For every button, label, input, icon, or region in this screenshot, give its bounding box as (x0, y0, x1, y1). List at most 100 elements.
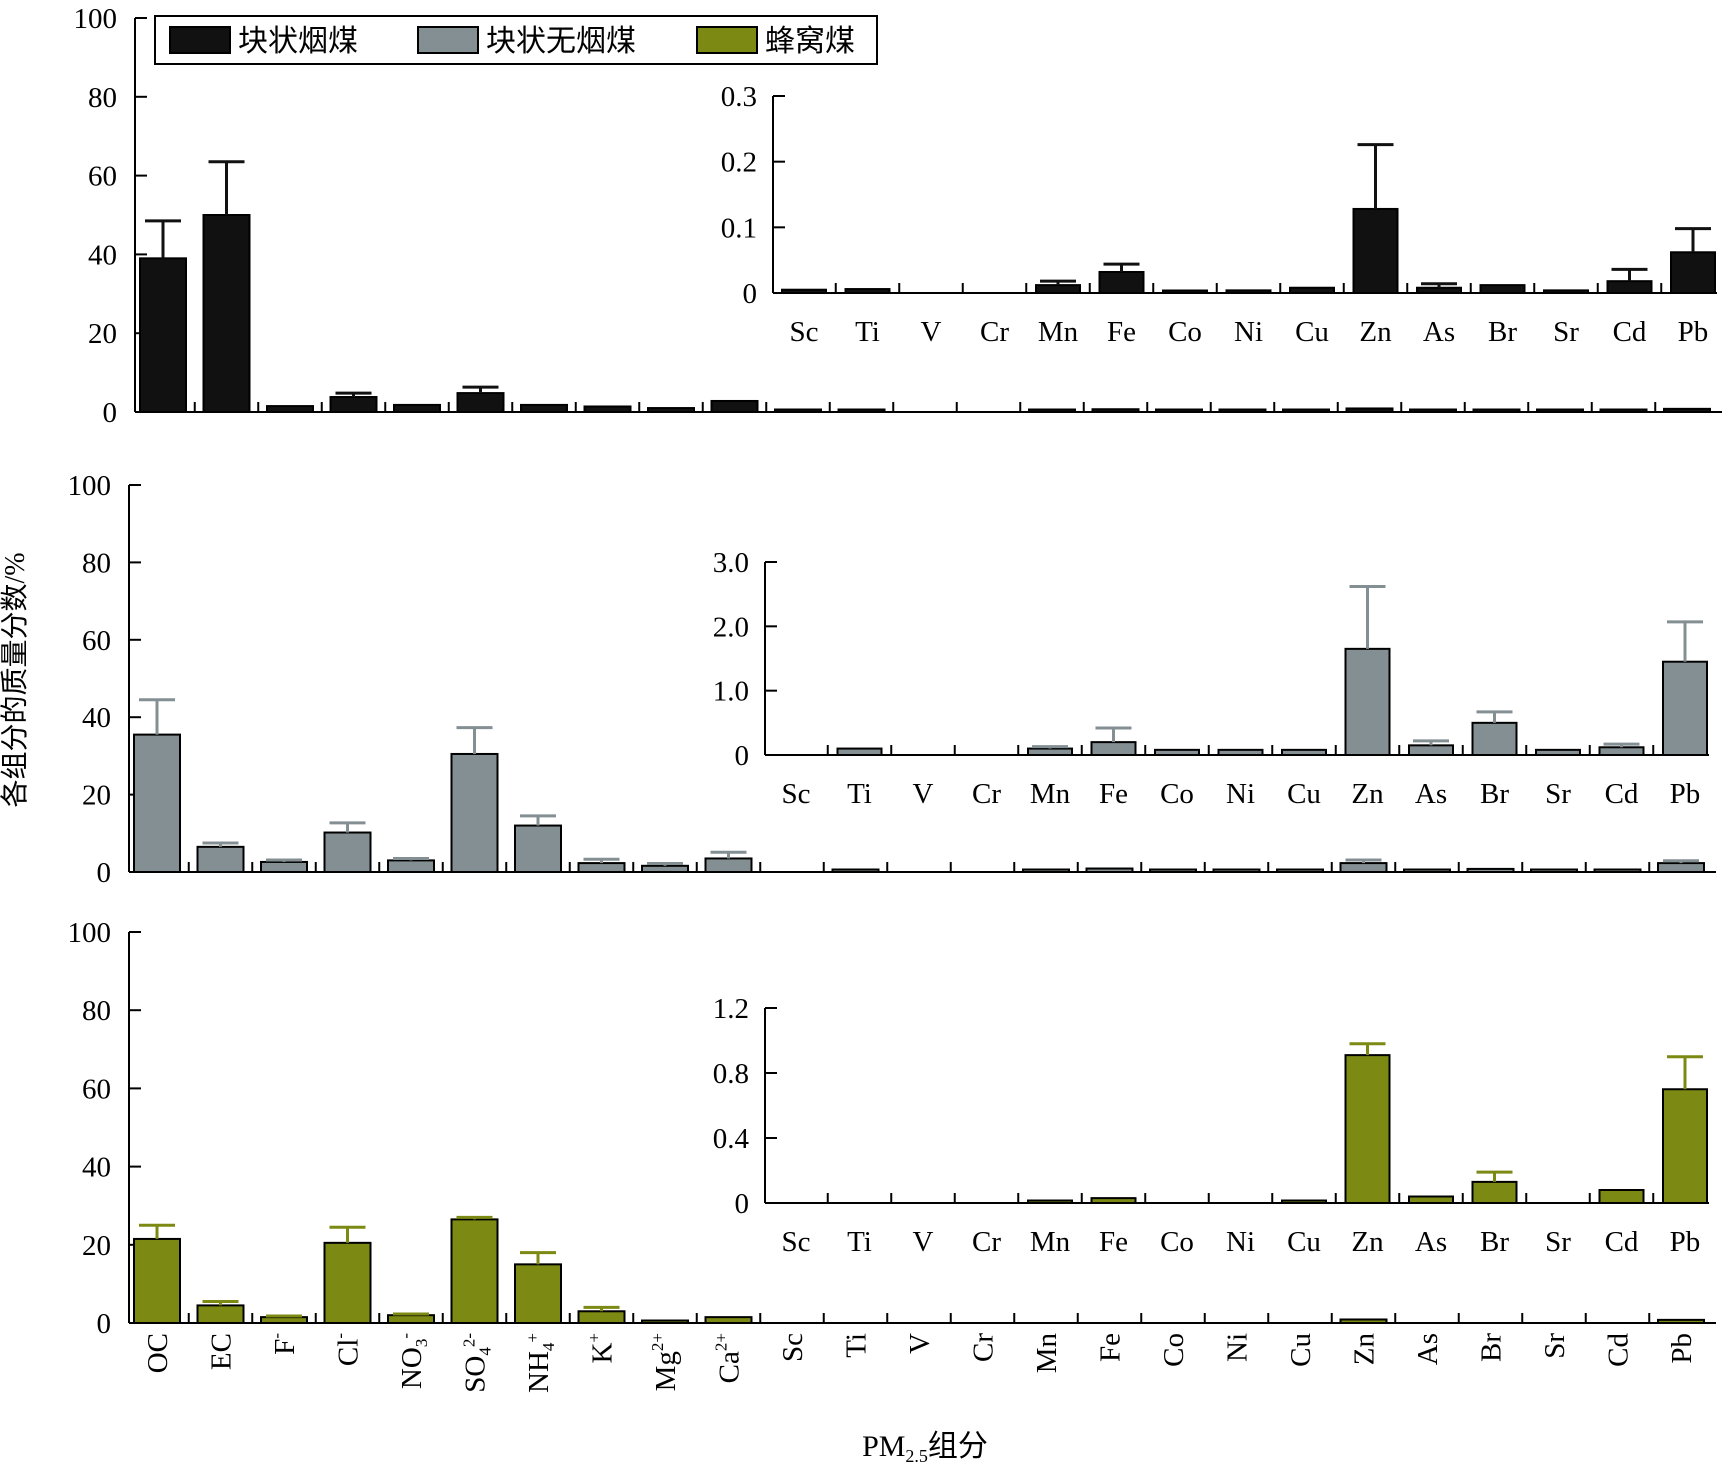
inset-x-tick-label: Cu (1287, 778, 1321, 810)
inset-x-tick-label: V (913, 778, 934, 810)
inset-x-tick-label: Co (1168, 316, 1202, 348)
inset-bar (1289, 286, 1335, 295)
x-tick-label: EC (206, 1333, 238, 1370)
x-tick-label: Sr (1539, 1333, 1571, 1359)
x-tick-label: Pb (1666, 1333, 1698, 1364)
legend-swatch-2 (696, 26, 758, 54)
bar (1091, 408, 1140, 414)
inset-x-tick-label: Ni (1226, 1226, 1255, 1258)
bar (450, 752, 499, 874)
inset-x-tick-label: Ti (847, 778, 872, 810)
inset-bar (1217, 748, 1264, 756)
x-tick-label-base: Cd (1603, 1333, 1635, 1367)
inset-bar (1352, 207, 1399, 295)
x-tick-label: Cr (968, 1333, 1000, 1362)
bar (1276, 868, 1324, 873)
bar (450, 1218, 499, 1325)
x-axis-label: PM2.5组分 (862, 1430, 988, 1466)
x-tick-label-base: K (587, 1343, 619, 1364)
bar (1536, 408, 1584, 413)
bar (1472, 408, 1521, 413)
bar (329, 396, 378, 414)
inset-x-tick-label: Br (1480, 778, 1509, 810)
bar (1466, 867, 1515, 873)
bar (387, 859, 435, 874)
inset-x-tick-label: Sr (1545, 1226, 1571, 1258)
x-tick-label-base: As (1412, 1333, 1444, 1365)
inset-bar (1606, 280, 1653, 294)
inset-bar (1670, 251, 1716, 294)
x-tick-label-base: Mg (650, 1351, 682, 1391)
inset-x-tick-label: Zn (1351, 1226, 1384, 1258)
inset-y-tick-label: 0 (735, 740, 750, 772)
inset-y-tick-label: 1.0 (713, 676, 749, 708)
inset-bar (844, 288, 891, 294)
y-tick-label: 0 (97, 1308, 112, 1340)
x-tick-label-base: V (904, 1333, 936, 1354)
x-tick-label-base: OC (142, 1333, 174, 1373)
x-tick-label-base: SO (460, 1356, 492, 1393)
inset-x-tick-label: Zn (1359, 316, 1392, 348)
x-tick-label: Cu (1285, 1333, 1317, 1367)
bar (1339, 862, 1388, 873)
x-tick-label-base: F (269, 1339, 301, 1355)
bar (1218, 408, 1267, 413)
inset-x-tick-label: Zn (1351, 778, 1384, 810)
x-tick-label-base: NH (523, 1351, 555, 1393)
x-tick-label-base: Ti (841, 1333, 873, 1358)
bar (1155, 408, 1203, 413)
y-tick-label: 80 (88, 82, 117, 114)
y-tick-label: 20 (82, 1230, 111, 1262)
x-axis-label-main: PM (862, 1430, 905, 1463)
x-tick-label-sup: 2+ (712, 1333, 731, 1351)
inset-x-tick-label: Fe (1099, 1226, 1128, 1258)
inset-bar (1471, 721, 1518, 756)
inset-bar (1027, 747, 1073, 756)
x-axis-label-sub: 2.5 (905, 1446, 928, 1466)
y-tick-label: 40 (82, 1152, 111, 1184)
y-tick-label: 100 (68, 470, 112, 502)
inset-y-tick-label: 0.1 (721, 212, 757, 244)
bar (139, 257, 187, 413)
inset-x-tick-label: V (913, 1226, 934, 1258)
bar (323, 1241, 372, 1324)
y-tick-label: 100 (74, 3, 118, 35)
x-tick-label: K+ (585, 1333, 619, 1364)
x-tick-label: Br (1476, 1333, 1508, 1362)
inset-bar (1479, 284, 1526, 294)
x-tick-label-base: Pb (1666, 1333, 1698, 1364)
inset-x-tick-label: As (1415, 778, 1447, 810)
bar (1339, 1318, 1388, 1324)
inset-y-tick-label: 3.0 (713, 547, 749, 579)
bar (393, 403, 441, 413)
x-tick-label: As (1412, 1333, 1444, 1365)
x-tick-label-sup: 2+ (648, 1333, 667, 1351)
inset-x-tick-label: Cd (1605, 1226, 1639, 1258)
legend-label-1: 块状无烟煤 (486, 25, 636, 58)
inset-y-tick-label: 0 (743, 278, 758, 310)
bar (774, 408, 822, 413)
x-tick-label: Mg2+ (648, 1333, 682, 1391)
inset-bar (1090, 741, 1137, 757)
inset-bar (1408, 1195, 1454, 1204)
inset-y-tick-label: 2.0 (713, 611, 749, 643)
bar (837, 408, 886, 413)
x-tick-label-sup: + (523, 1333, 542, 1343)
x-tick-label-base: Zn (1349, 1333, 1381, 1366)
inset-x-tick-label: Br (1480, 1226, 1509, 1258)
inset-x-tick-label: Cu (1287, 1226, 1321, 1258)
x-tick-label-sup: - (267, 1333, 286, 1339)
inset-x-tick-label: Cd (1605, 778, 1639, 810)
panel-2: 0 20 40 60 80 100 0 0.4 0.8 1.2 Sc Ti V Cr Mn Fe Co Ni Cu Z… (68, 917, 1716, 1393)
x-tick-label: V (904, 1333, 936, 1354)
bar (260, 860, 308, 873)
inset-bar (1281, 1199, 1327, 1204)
y-tick-label: 20 (82, 780, 111, 812)
x-tick-label-base: Mn (1031, 1333, 1063, 1374)
y-tick-label: 20 (88, 318, 117, 350)
bar (710, 399, 759, 413)
inset-x-tick-label: Br (1488, 316, 1517, 348)
x-tick-label-base: Sr (1539, 1333, 1571, 1359)
